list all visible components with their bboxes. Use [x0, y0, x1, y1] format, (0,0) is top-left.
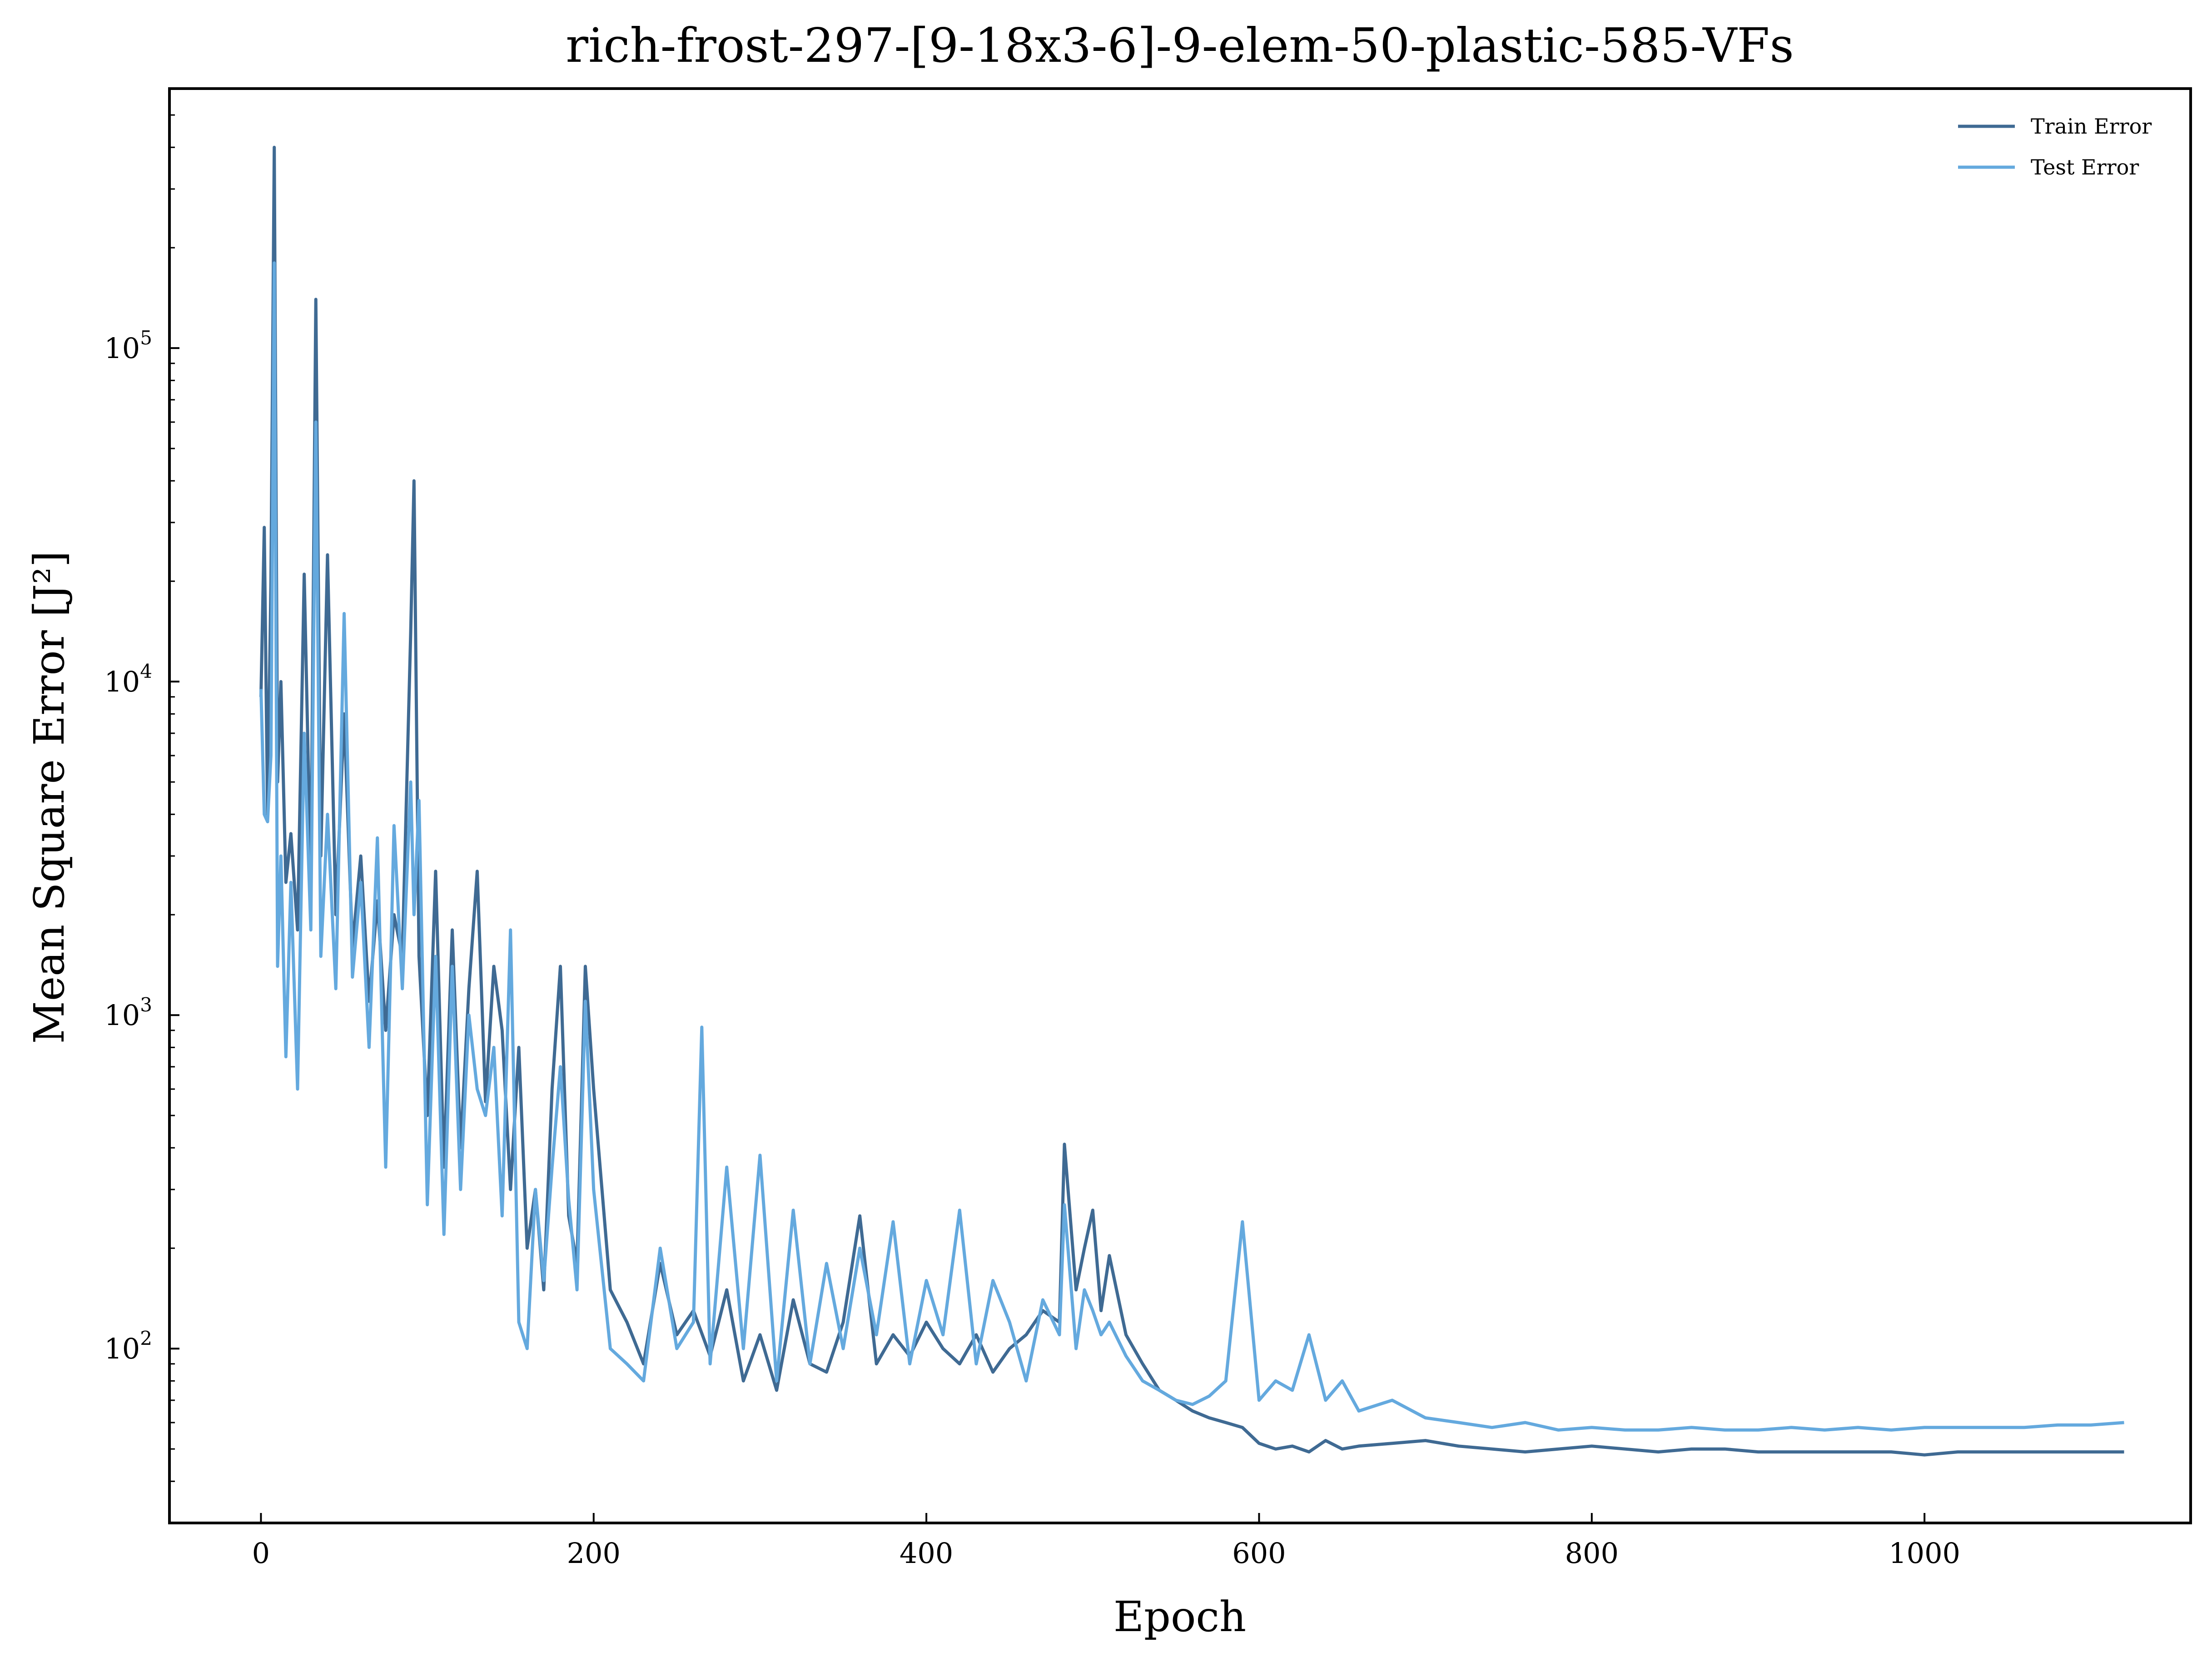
- legend-label-1: Test Error: [2031, 155, 2139, 179]
- x-tick-label: 0: [252, 1537, 270, 1570]
- y-tick-label: 102: [104, 1327, 152, 1365]
- y-axis: 102 103 104 105: [104, 88, 179, 1524]
- chart-title: rich-frost-297-[9-18x3-6]-9-elem-50-plas…: [566, 18, 1794, 73]
- x-axis-label: Epoch: [1113, 1592, 1246, 1641]
- plot-frame: [168, 87, 2192, 1524]
- x-axis: 0 200 400 600 800 1000: [252, 1513, 1960, 1570]
- y-tick-label: 103: [104, 994, 152, 1032]
- series-line-1: [259, 261, 2124, 1432]
- series-line-0: [259, 145, 2124, 1457]
- x-tick-label: 200: [567, 1537, 621, 1570]
- x-tick-label: 1000: [1889, 1537, 1960, 1570]
- x-tick-label: 600: [1232, 1537, 1286, 1570]
- x-tick-label: 800: [1565, 1537, 1619, 1570]
- y-tick-label: 104: [104, 660, 152, 698]
- x-tick-label: 400: [900, 1537, 953, 1570]
- plot-area: [259, 145, 2124, 1457]
- legend-label-0: Train Error: [2031, 114, 2152, 139]
- y-tick-label: 105: [104, 327, 152, 365]
- legend: Train Error Test Error: [1958, 114, 2152, 179]
- y-axis-label: Mean Square Error [J²]: [25, 551, 74, 1044]
